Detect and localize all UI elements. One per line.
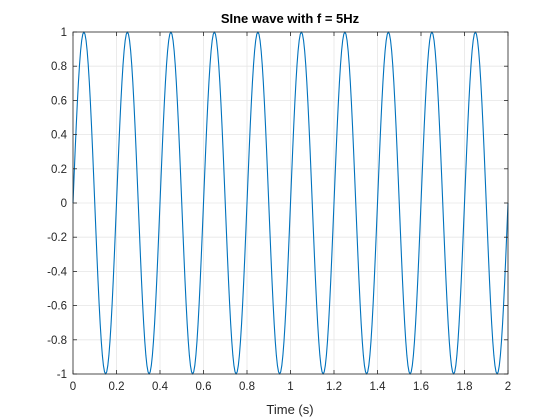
y-tick-label: -1 xyxy=(57,369,67,381)
y-tick-label: 0.2 xyxy=(51,164,67,176)
y-tick-label: 0 xyxy=(61,198,67,210)
series-layer xyxy=(72,31,509,375)
y-tick-label: -0.4 xyxy=(47,266,67,278)
x-tick-label: 0.2 xyxy=(109,381,125,393)
x-tick-label: 1 xyxy=(287,381,293,393)
x-tick-label: 1.4 xyxy=(370,381,387,393)
series-line-sine xyxy=(72,31,509,375)
chart-title: SIne wave with f = 5Hz xyxy=(221,11,360,26)
y-tick-label: 0.4 xyxy=(51,130,68,142)
x-tick-label: 1.8 xyxy=(457,381,473,393)
y-tick-label: 0.6 xyxy=(51,95,67,107)
y-tick-label: -0.6 xyxy=(47,301,67,313)
x-tick-label: 0.4 xyxy=(152,381,169,393)
x-tick-label: 1.6 xyxy=(413,381,429,393)
x-tick-labels: 0 0.2 0.4 0.6 0.8 1 1.2 1.4 1.6 1.8 2 xyxy=(70,381,511,393)
y-tick-label: -0.2 xyxy=(47,232,67,244)
tick-marks xyxy=(72,31,509,375)
x-tick-label: 0.6 xyxy=(196,381,212,393)
y-tick-label: 1 xyxy=(61,27,67,39)
x-tick-label: 0 xyxy=(70,381,76,393)
y-tick-label: -0.8 xyxy=(47,335,67,347)
x-tick-label: 2 xyxy=(505,381,511,393)
y-tick-labels: -1 -0.8 -0.6 -0.4 -0.2 0 0.2 0.4 0.6 0.8 1 xyxy=(47,27,67,381)
x-tick-label: 0.8 xyxy=(239,381,255,393)
y-tick-label: 0.8 xyxy=(51,61,67,73)
x-tick-label: 1.2 xyxy=(326,381,342,393)
x-axis-label: Time (s) xyxy=(266,402,313,417)
